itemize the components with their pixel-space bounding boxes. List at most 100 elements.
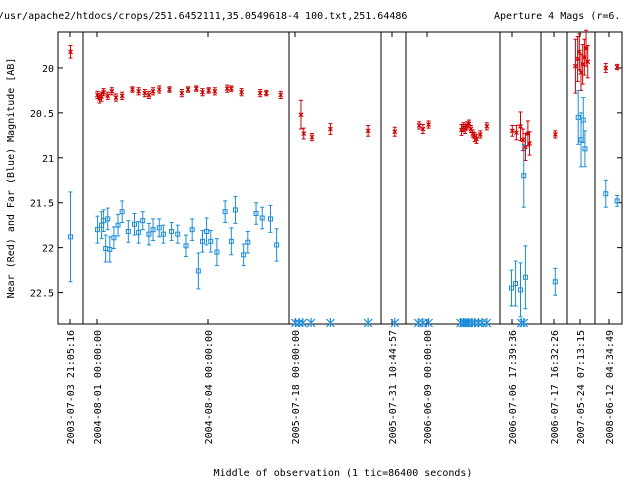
far-point bbox=[208, 230, 214, 253]
far-marker bbox=[513, 281, 519, 287]
far-marker bbox=[146, 231, 152, 237]
far-marker bbox=[132, 221, 137, 227]
near-marker bbox=[392, 129, 398, 135]
near-point bbox=[327, 123, 333, 135]
far-marker bbox=[522, 274, 528, 280]
far-point bbox=[132, 212, 137, 236]
chart-title-right: Aperture 4 Mags (r=6. bbox=[494, 11, 620, 22]
far-marker bbox=[111, 235, 117, 241]
far-marker bbox=[160, 231, 166, 237]
near-marker bbox=[420, 126, 426, 132]
near-marker bbox=[105, 93, 111, 99]
near-marker bbox=[68, 49, 73, 55]
near-marker bbox=[193, 86, 199, 92]
far-limit-marker bbox=[298, 318, 308, 328]
far-marker bbox=[105, 216, 111, 222]
near-point bbox=[185, 86, 191, 93]
near-point bbox=[585, 44, 591, 79]
far-point bbox=[105, 207, 111, 231]
far-marker bbox=[68, 234, 73, 240]
near-marker bbox=[365, 128, 371, 134]
near-marker bbox=[239, 89, 245, 95]
data-marks bbox=[68, 29, 620, 328]
near-point bbox=[179, 89, 185, 98]
near-point bbox=[239, 88, 245, 97]
near-point bbox=[263, 89, 269, 97]
y-axis: 20 20.5 21 21.5 22 22.5 bbox=[30, 64, 622, 300]
near-marker bbox=[185, 87, 191, 92]
near-marker bbox=[603, 65, 609, 71]
far-marker bbox=[228, 238, 234, 244]
far-point bbox=[107, 236, 113, 263]
near-point bbox=[101, 88, 107, 97]
far-point bbox=[575, 89, 581, 145]
y-axis-label: Near (Red) and Far (Blue) Magnitude [AB] bbox=[6, 58, 17, 299]
x-tick-label: 2006-06-09 00:00:00 bbox=[423, 330, 434, 444]
near-marker bbox=[263, 90, 269, 96]
near-point bbox=[113, 93, 119, 102]
near-point bbox=[136, 87, 142, 96]
far-limit-marker bbox=[363, 318, 373, 328]
near-point bbox=[484, 122, 490, 131]
near-point bbox=[527, 131, 532, 156]
near-marker bbox=[130, 87, 135, 92]
far-point bbox=[150, 218, 156, 241]
far-point bbox=[253, 202, 259, 225]
near-point bbox=[509, 124, 515, 137]
far-point bbox=[103, 234, 109, 263]
near-point bbox=[416, 121, 422, 130]
near-point bbox=[142, 89, 148, 98]
far-marker bbox=[603, 191, 609, 197]
far-marker bbox=[552, 279, 558, 285]
far-point bbox=[259, 206, 265, 230]
near-point bbox=[298, 99, 304, 130]
far-marker bbox=[245, 239, 251, 245]
far-point bbox=[136, 221, 142, 244]
far-point bbox=[94, 215, 100, 244]
far-limit-marker bbox=[482, 318, 492, 328]
near-point bbox=[257, 89, 263, 98]
far-marker bbox=[582, 146, 588, 152]
far-marker bbox=[253, 210, 259, 216]
near-marker bbox=[614, 64, 620, 70]
near-marker bbox=[228, 86, 234, 92]
near-point bbox=[224, 84, 230, 93]
far-point bbox=[115, 213, 121, 237]
near-point bbox=[130, 86, 135, 93]
near-marker bbox=[474, 136, 479, 142]
near-point bbox=[193, 85, 199, 92]
far-point bbox=[274, 228, 280, 262]
near-point bbox=[146, 90, 152, 99]
near-marker bbox=[572, 63, 578, 69]
y-tick-label: 20 bbox=[42, 64, 54, 75]
x-tick-label: 2007-05-24 07:13:15 bbox=[576, 330, 587, 444]
far-limit-marker bbox=[325, 318, 335, 328]
y-tick-label: 21 bbox=[42, 154, 54, 165]
near-point bbox=[365, 124, 371, 137]
far-marker bbox=[169, 228, 175, 234]
far-marker bbox=[614, 198, 620, 204]
far-marker bbox=[115, 222, 121, 228]
far-point bbox=[222, 200, 228, 223]
near-marker bbox=[113, 95, 119, 101]
near-point bbox=[105, 91, 111, 100]
near-marker bbox=[212, 88, 218, 94]
near-point bbox=[474, 133, 479, 144]
far-point bbox=[518, 262, 523, 318]
far-marker bbox=[208, 238, 214, 244]
far-point bbox=[245, 230, 251, 254]
far-marker bbox=[175, 231, 181, 237]
far-point bbox=[513, 260, 519, 307]
far-marker bbox=[259, 215, 265, 221]
far-point bbox=[183, 234, 189, 258]
x-tick-label: 2008-06-12 04:34:49 bbox=[605, 330, 616, 444]
near-marker bbox=[257, 90, 263, 96]
near-marker bbox=[552, 132, 558, 137]
plot-frame bbox=[57, 31, 623, 325]
near-point bbox=[552, 130, 558, 139]
near-point bbox=[119, 91, 125, 100]
far-point bbox=[140, 211, 146, 231]
near-marker bbox=[327, 126, 333, 132]
x-tick-label: 2005-07-18 00:00:00 bbox=[291, 330, 302, 444]
near-point bbox=[156, 85, 162, 94]
